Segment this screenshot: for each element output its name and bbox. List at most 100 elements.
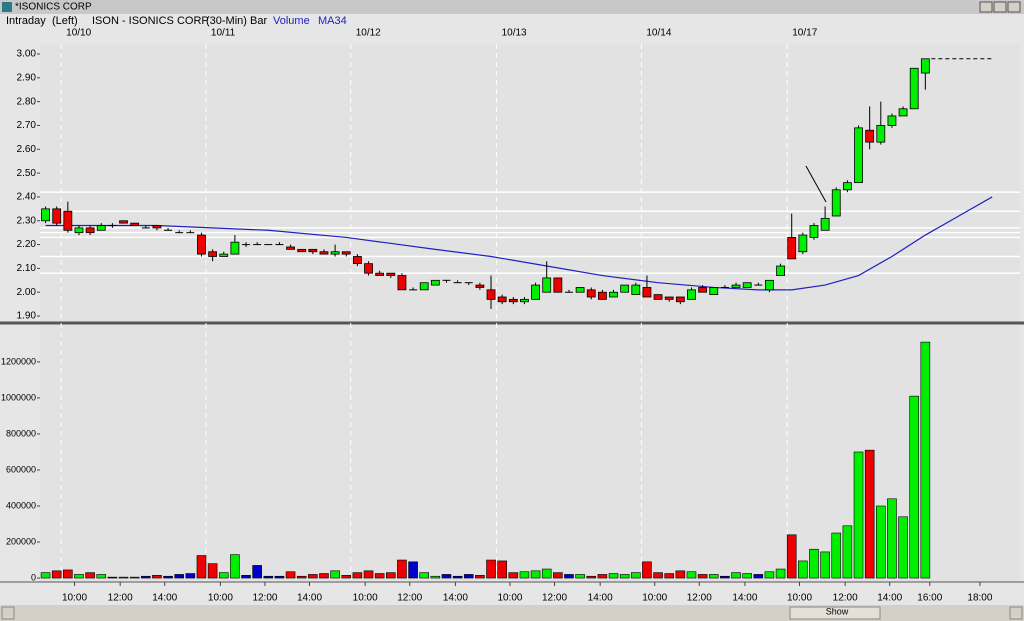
candle-body	[820, 217, 830, 231]
ma-line	[45, 196, 993, 291]
volume-bar	[608, 573, 619, 579]
volume-bar	[842, 525, 853, 579]
candle-body	[653, 294, 663, 300]
header-item: (30-Min)	[206, 15, 247, 27]
date-label: 10/12	[356, 28, 381, 39]
volume-bar	[397, 559, 407, 579]
date-label: 10/13	[502, 28, 527, 39]
candle-body	[520, 298, 529, 303]
date-label: 10/11	[211, 28, 236, 39]
volume-bar	[686, 571, 697, 579]
candle-body	[675, 296, 685, 303]
volume-bar	[731, 572, 741, 579]
volume-bar	[118, 576, 129, 579]
x-tick-label: 18:00	[967, 593, 992, 604]
candle-body	[364, 263, 373, 274]
volume-bar	[853, 451, 864, 579]
candle-body	[809, 225, 819, 238]
candle-body	[876, 125, 886, 143]
x-tick-label: 14:00	[732, 593, 757, 604]
candle-body	[219, 253, 229, 257]
candle-body	[575, 287, 585, 293]
y-tick-label: 2.40	[17, 192, 37, 203]
maximize-button[interactable]	[993, 1, 1007, 13]
volume-bar	[185, 573, 196, 579]
y-tick-label: 2.80	[17, 96, 37, 107]
volume-bar	[809, 548, 819, 579]
volume-bar	[898, 516, 908, 579]
volume-bar	[419, 572, 430, 579]
x-tick-label: 10:00	[642, 593, 667, 604]
volume-bar	[887, 498, 897, 579]
candle-body	[887, 115, 897, 126]
candle-body	[96, 225, 106, 231]
title-bar	[0, 0, 1024, 14]
volume-bar	[909, 395, 920, 579]
volume-bar	[218, 572, 229, 579]
minimize-button[interactable]	[979, 1, 993, 13]
volume-bar	[564, 574, 574, 579]
x-tick-label: 10:00	[353, 593, 378, 604]
candle-body	[375, 272, 385, 276]
y-tick-label: 2.50	[17, 168, 37, 179]
volume-bar	[775, 568, 786, 579]
volume-bar	[374, 573, 385, 579]
volume-bar	[85, 572, 95, 579]
volume-bar	[486, 559, 496, 579]
candle-body	[687, 289, 696, 300]
y-tick-label: 2.10	[17, 263, 37, 274]
candle-body	[41, 208, 50, 222]
candle-body	[531, 284, 540, 300]
close-button[interactable]	[1007, 1, 1021, 13]
volume-bar	[319, 573, 329, 579]
candle-body	[542, 277, 552, 293]
scroll-left[interactable]	[1, 606, 15, 620]
y-tick-label: 2.70	[17, 120, 37, 131]
volume-bar	[263, 575, 274, 579]
date-label: 10/17	[792, 28, 817, 39]
x-tick-label: 10:00	[497, 593, 522, 604]
volume-bar	[764, 571, 775, 579]
candle-body	[52, 208, 62, 224]
volume-bar	[664, 573, 675, 579]
volume-bar	[630, 572, 641, 579]
candle-body	[386, 272, 396, 276]
candle-body	[197, 234, 206, 255]
y-tick-label: 2.20	[17, 239, 37, 250]
volume-bar	[553, 572, 563, 579]
candle-body	[297, 248, 307, 253]
candle-body	[909, 67, 919, 110]
candle-body	[642, 287, 652, 298]
trend-line	[805, 165, 827, 203]
volume-bar	[864, 449, 875, 579]
volume-bar	[274, 575, 285, 579]
x-tick-label: 12:00	[397, 593, 422, 604]
volume-bar	[875, 505, 886, 579]
y2-tick-label: 1000000	[1, 392, 36, 402]
volume-bar	[586, 575, 597, 579]
volume-bar	[341, 575, 352, 579]
candle-body	[865, 129, 875, 143]
scrollbar[interactable]	[0, 605, 1024, 621]
x-tick-label: 10:00	[62, 593, 87, 604]
x-tick-label: 12:00	[687, 593, 712, 604]
candle-body	[85, 227, 95, 234]
volume-bar	[541, 568, 552, 579]
scroll-right[interactable]	[1009, 606, 1023, 620]
volume-bar	[140, 575, 151, 579]
volume-bar	[786, 534, 797, 579]
volume-bar	[463, 574, 474, 579]
candle-body	[419, 282, 429, 291]
volume-bar	[508, 572, 519, 579]
candle-body	[486, 289, 496, 300]
candle-body	[731, 284, 741, 288]
x-tick-label: 12:00	[252, 593, 277, 604]
scroll-thumb[interactable]	[789, 606, 881, 620]
scroll-label: Show	[826, 606, 849, 616]
candle-body	[130, 222, 140, 226]
volume-bar	[152, 575, 162, 579]
candle-body	[798, 234, 808, 253]
volume-bar	[207, 563, 218, 579]
volume-bar	[96, 574, 107, 579]
